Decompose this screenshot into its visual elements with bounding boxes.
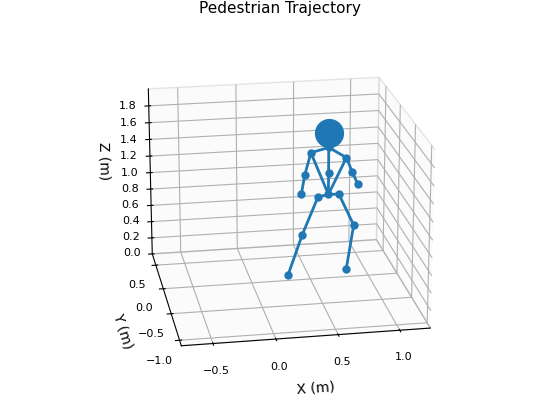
Y-axis label: Y (m): Y (m) — [110, 311, 135, 351]
Title: Pedestrian Trajectory: Pedestrian Trajectory — [199, 1, 361, 16]
X-axis label: X (m): X (m) — [296, 380, 335, 396]
